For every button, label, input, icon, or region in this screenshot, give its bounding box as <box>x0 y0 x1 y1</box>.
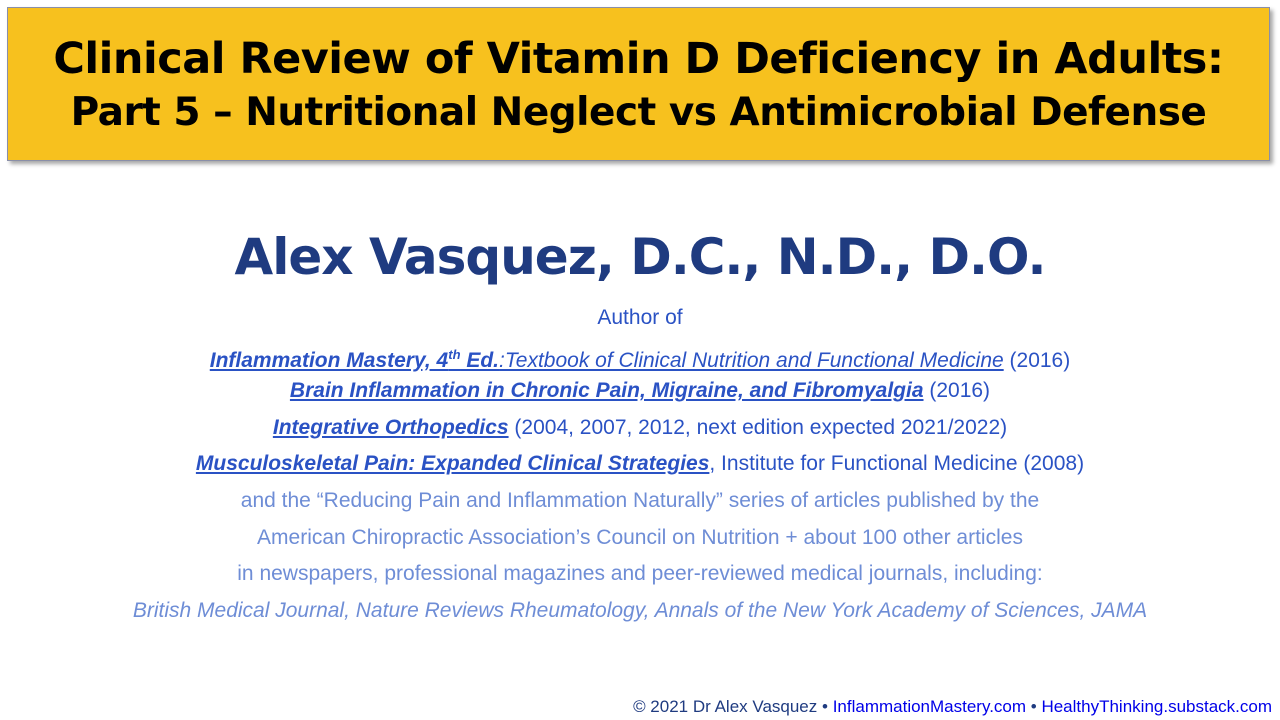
separator: • <box>1026 697 1042 716</box>
book-item: Integrative Orthopedics (2004, 2007, 201… <box>0 410 1280 447</box>
book-subtitle[interactable]: :Textbook of Clinical Nutrition and Func… <box>499 348 1004 372</box>
healthy-thinking-link[interactable]: HealthyThinking.substack.com <box>1041 697 1272 716</box>
author-of-label: Author of <box>597 306 683 329</box>
book-title-link[interactable]: Integrative Orthopedics <box>272 415 509 439</box>
articles-line: American Chiropractic Association’s Coun… <box>257 525 1023 549</box>
book-detail: (2016) <box>1003 348 1071 372</box>
book-title-end: Ed. <box>460 348 500 372</box>
book-item: Inflammation Mastery, 4th Ed.:Textbook o… <box>0 337 1280 374</box>
book-title-text: Inflammation Mastery, 4 <box>209 348 449 372</box>
title-banner: Clinical Review of Vitamin D Deficiency … <box>7 7 1270 161</box>
author-bio: Author of Inflammation Mastery, 4th Ed.:… <box>0 300 1280 629</box>
book-item: Musculoskeletal Pain: Expanded Clinical … <box>0 446 1280 483</box>
superscript: th <box>448 346 461 362</box>
articles-line: in newspapers, professional magazines an… <box>237 562 1043 586</box>
title-line-2: Part 5 – Nutritional Neglect vs Antimicr… <box>70 90 1207 135</box>
book-title-link[interactable]: Inflammation Mastery, 4th Ed. <box>209 346 500 372</box>
book-detail: , Institute for Functional Medicine (200… <box>709 452 1085 476</box>
footer: © 2021 Dr Alex Vasquez • InflammationMas… <box>633 697 1272 717</box>
book-detail: (2016) <box>923 379 991 403</box>
articles-line: and the “Reducing Pain and Inflammation … <box>240 488 1040 512</box>
copyright: © 2021 Dr Alex Vasquez • <box>633 697 828 716</box>
author-name: Alex Vasquez, D.C., N.D., D.O. <box>234 228 1047 286</box>
book-title-link[interactable]: Musculoskeletal Pain: Expanded Clinical … <box>195 452 710 476</box>
inflammation-mastery-link[interactable]: InflammationMastery.com <box>832 697 1027 716</box>
book-item: Brain Inflammation in Chronic Pain, Migr… <box>0 373 1280 410</box>
title-line-1: Clinical Review of Vitamin D Deficiency … <box>53 34 1224 84</box>
book-detail: (2004, 2007, 2012, next edition expected… <box>508 415 1008 439</box>
book-title-link[interactable]: Brain Inflammation in Chronic Pain, Migr… <box>289 379 924 403</box>
journals-line: British Medical Journal, Nature Reviews … <box>132 598 1148 622</box>
